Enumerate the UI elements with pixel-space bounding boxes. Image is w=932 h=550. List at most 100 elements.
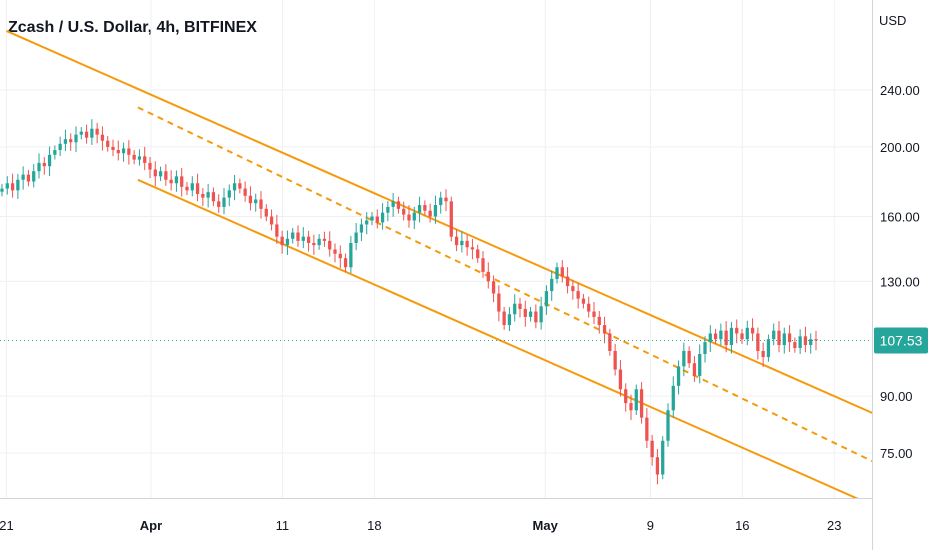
candle-body[interactable] bbox=[90, 128, 94, 138]
candle-body[interactable] bbox=[269, 216, 274, 225]
candle-body[interactable] bbox=[312, 242, 316, 246]
candle-body[interactable] bbox=[354, 232, 358, 243]
candle-body[interactable] bbox=[0, 188, 4, 192]
channel-upper-line[interactable] bbox=[6, 30, 900, 425]
candle-body[interactable] bbox=[698, 353, 702, 376]
time-axis-labels[interactable]: 21 Apr 11 18 May 9 16 23 bbox=[0, 518, 842, 533]
candle-body[interactable] bbox=[58, 143, 62, 151]
candle-body[interactable] bbox=[713, 333, 718, 340]
candle-body[interactable] bbox=[84, 131, 89, 138]
candle-body[interactable] bbox=[185, 186, 189, 191]
candle-body[interactable] bbox=[121, 148, 126, 154]
candle-body[interactable] bbox=[703, 342, 707, 354]
candle-body[interactable] bbox=[518, 303, 522, 309]
candle-body[interactable] bbox=[602, 325, 607, 334]
candle-body[interactable] bbox=[624, 389, 628, 404]
candle-body[interactable] bbox=[777, 330, 781, 346]
candle-body[interactable] bbox=[164, 171, 168, 180]
candle-body[interactable] bbox=[597, 316, 601, 326]
candle-body[interactable] bbox=[565, 276, 570, 287]
candle-body[interactable] bbox=[756, 333, 760, 351]
candle-body[interactable] bbox=[433, 205, 438, 217]
channel-lower-line[interactable] bbox=[137, 178, 900, 518]
candle-body[interactable] bbox=[634, 389, 638, 411]
candle-body[interactable] bbox=[100, 134, 105, 141]
candle-body[interactable] bbox=[158, 171, 163, 177]
candle-body[interactable] bbox=[47, 154, 52, 167]
candle-body[interactable] bbox=[618, 369, 623, 390]
candle-body[interactable] bbox=[655, 457, 660, 475]
candle-body[interactable] bbox=[809, 339, 813, 346]
candle-body[interactable] bbox=[687, 350, 691, 364]
currency-label[interactable]: USD bbox=[879, 13, 907, 28]
candle-body[interactable] bbox=[449, 201, 453, 237]
candle-body[interactable] bbox=[111, 146, 115, 151]
candle-body[interactable] bbox=[169, 179, 173, 184]
candle-body[interactable] bbox=[692, 363, 697, 376]
candle-body[interactable] bbox=[375, 216, 379, 223]
candle-body[interactable] bbox=[396, 201, 401, 209]
candle-body[interactable] bbox=[322, 238, 327, 241]
candle-body[interactable] bbox=[576, 291, 580, 299]
candle-body[interactable] bbox=[217, 201, 221, 207]
candle-body[interactable] bbox=[301, 236, 305, 241]
candle-body[interactable] bbox=[539, 306, 543, 323]
candle-body[interactable] bbox=[544, 291, 549, 307]
channel-median-line[interactable] bbox=[137, 106, 900, 474]
candle-body[interactable] bbox=[444, 197, 448, 202]
candle-body[interactable] bbox=[248, 195, 253, 204]
candle-body[interactable] bbox=[365, 220, 369, 225]
candle-body[interactable] bbox=[629, 403, 633, 411]
candle-body[interactable] bbox=[814, 339, 818, 341]
candle-body[interactable] bbox=[491, 281, 496, 294]
candle-body[interactable] bbox=[676, 366, 681, 386]
candle-body[interactable] bbox=[232, 183, 237, 191]
candle-body[interactable] bbox=[502, 311, 506, 326]
candle-body[interactable] bbox=[227, 190, 231, 198]
candle-body[interactable] bbox=[285, 238, 290, 246]
candle-body[interactable] bbox=[259, 199, 263, 209]
candle-body[interactable] bbox=[291, 232, 295, 239]
candle-body[interactable] bbox=[132, 154, 136, 160]
candle-body[interactable] bbox=[528, 311, 533, 317]
candle-body[interactable] bbox=[708, 333, 712, 343]
candle-body[interactable] bbox=[174, 176, 179, 184]
candle-body[interactable] bbox=[349, 242, 353, 268]
candle-body[interactable] bbox=[481, 258, 485, 272]
candle-body[interactable] bbox=[333, 249, 337, 254]
candle-body[interactable] bbox=[21, 174, 25, 180]
candle-body[interactable] bbox=[195, 183, 200, 194]
candle-body[interactable] bbox=[317, 238, 321, 246]
candle-body[interactable] bbox=[608, 333, 612, 351]
candle-body[interactable] bbox=[719, 330, 723, 340]
candle-body[interactable] bbox=[766, 339, 771, 358]
candle-body[interactable] bbox=[729, 327, 734, 346]
candle-body[interactable] bbox=[338, 253, 342, 259]
candle-body[interactable] bbox=[470, 247, 475, 250]
candle-body[interactable] bbox=[26, 174, 31, 182]
candle-body[interactable] bbox=[359, 224, 364, 233]
candle-body[interactable] bbox=[386, 206, 390, 213]
candle-body[interactable] bbox=[296, 232, 300, 241]
candle-body[interactable] bbox=[391, 201, 395, 207]
candle-body[interactable] bbox=[402, 208, 406, 215]
candle-body[interactable] bbox=[534, 311, 538, 323]
candle-body[interactable] bbox=[476, 249, 480, 259]
candle-body[interactable] bbox=[127, 148, 131, 155]
candle-body[interactable] bbox=[211, 192, 216, 202]
candle-body[interactable] bbox=[682, 350, 686, 367]
candle-body[interactable] bbox=[95, 128, 99, 135]
candle-body[interactable] bbox=[42, 162, 46, 167]
candle-body[interactable] bbox=[280, 236, 284, 246]
candles[interactable] bbox=[0, 119, 818, 485]
trend-channel[interactable] bbox=[6, 30, 900, 518]
candle-body[interactable] bbox=[666, 410, 670, 441]
candle-body[interactable] bbox=[782, 333, 786, 346]
candle-body[interactable] bbox=[201, 193, 205, 198]
candle-body[interactable] bbox=[735, 327, 739, 334]
candle-body[interactable] bbox=[650, 440, 654, 458]
candle-body[interactable] bbox=[740, 333, 744, 340]
candle-body[interactable] bbox=[745, 327, 749, 340]
candle-body[interactable] bbox=[571, 286, 575, 292]
